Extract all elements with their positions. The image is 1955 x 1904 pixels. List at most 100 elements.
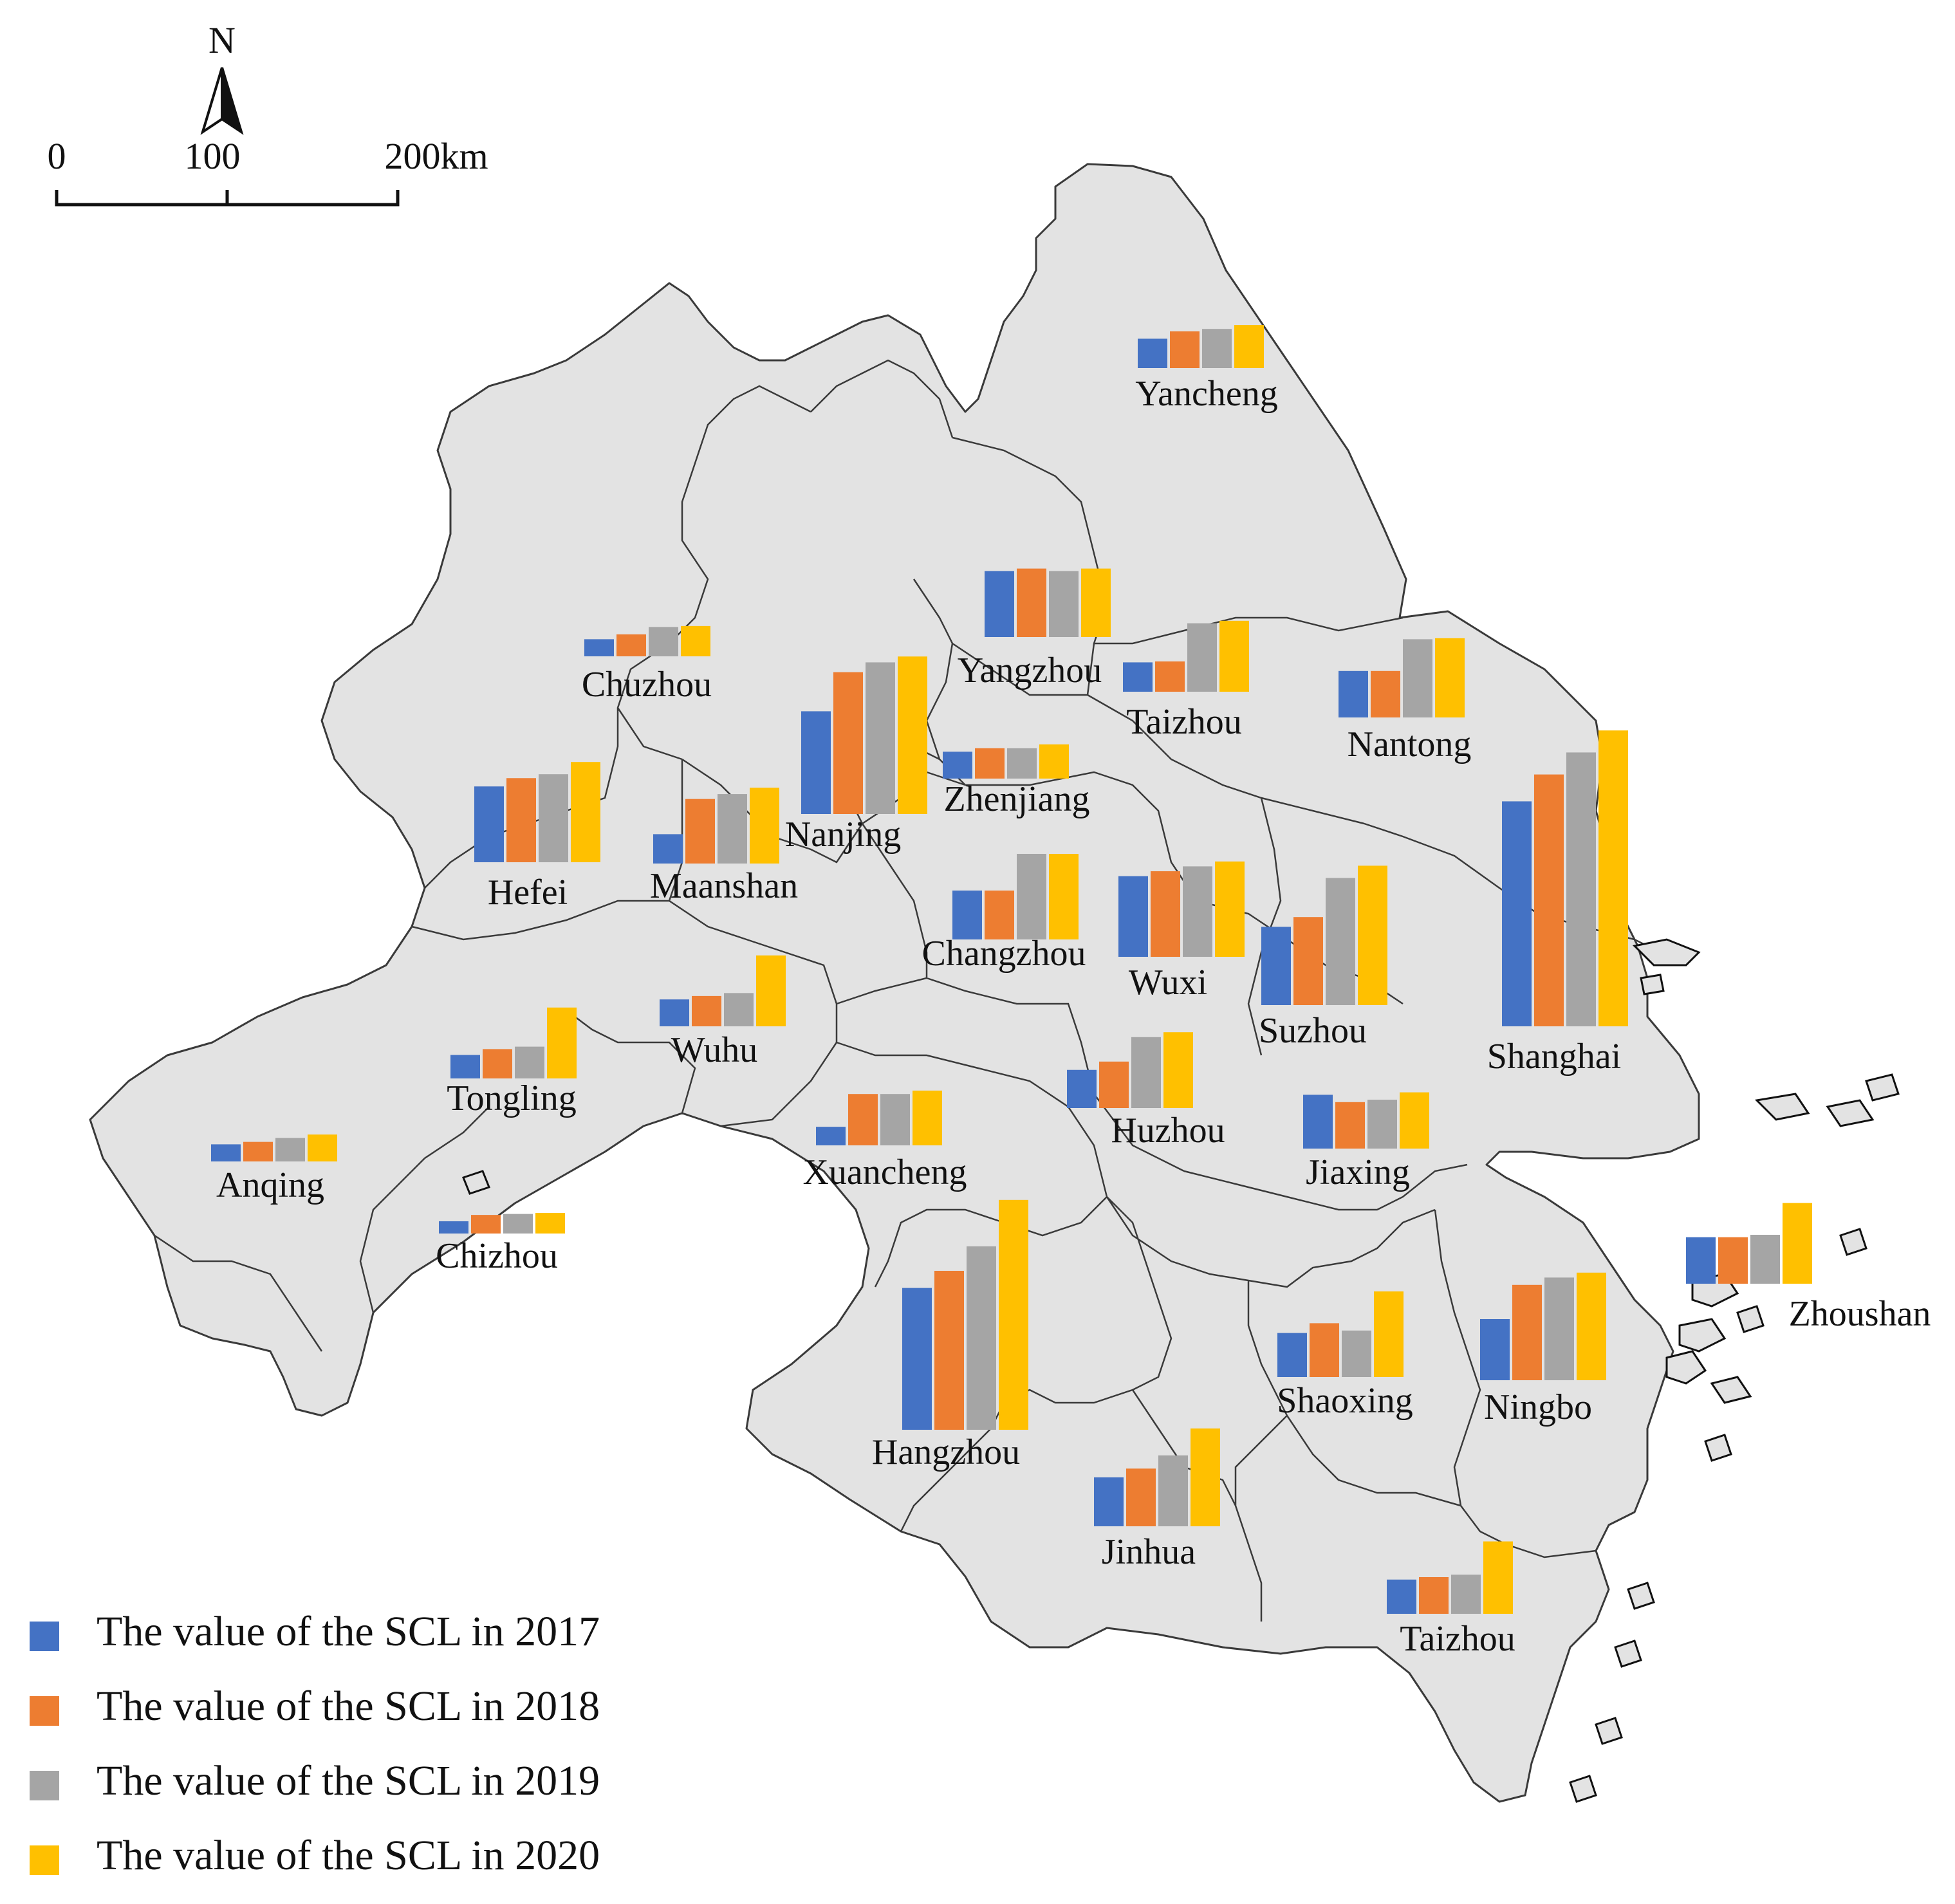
city-label-changzhou: Changzhou [922, 934, 1086, 974]
bar-huzhou-2019 [1131, 1037, 1161, 1108]
bar-zhoushan-2019 [1750, 1235, 1780, 1284]
bar-huzhou-2018 [1099, 1061, 1129, 1108]
legend-swatch-2017 [30, 1622, 59, 1651]
north-arrow: N [200, 19, 244, 135]
bar-taizhou-2018 [1155, 661, 1185, 692]
zhoushan-islands [1569, 1073, 1900, 1803]
bar-chuzhou-2020 [681, 625, 710, 656]
bar-tongling-2018 [483, 1049, 512, 1078]
bar-hefei-2020 [571, 762, 600, 862]
scale-bar: 0 100 200km [48, 135, 488, 207]
bar-maanshan-2020 [750, 788, 779, 864]
city-label-zhenjiang: Zhenjiang [943, 779, 1089, 819]
bar-shanghai-2018 [1534, 774, 1564, 1026]
city-label-xuancheng: Xuancheng [802, 1152, 967, 1192]
legend-label-2020: The value of the SCL in 2020 [97, 1832, 600, 1879]
city-chart-wuhu-14: Wuhu [660, 955, 786, 1070]
city-chart-maanshan-8: Maanshan [650, 788, 798, 906]
bar-anqing-2020 [308, 1134, 337, 1161]
city-chart-wuxi-10: Wuxi [1118, 861, 1245, 1003]
bar-chuzhou-2017 [584, 639, 614, 656]
city-label-yancheng: Yancheng [1135, 374, 1277, 414]
city-label-wuhu: Wuhu [671, 1030, 758, 1070]
city-chart-chizhou-16: Chizhou [436, 1213, 565, 1276]
bar-nantong-2019 [1403, 639, 1432, 717]
scale-tick-100: 100 [185, 135, 241, 177]
bar-hangzhou-2018 [934, 1271, 964, 1430]
city-label-nanjing: Nanjing [785, 815, 901, 855]
bar-shaoxing-2019 [1342, 1330, 1371, 1377]
bar-ningbo-2018 [1512, 1284, 1542, 1380]
city-chart-taizhou-2: Taizhou [1123, 620, 1249, 742]
bar-ningbo-2017 [1480, 1319, 1510, 1380]
city-label-zhoushan: Zhoushan [1789, 1294, 1931, 1334]
bar-chizhou-2020 [535, 1213, 565, 1234]
bar-ningbo-2019 [1544, 1277, 1574, 1380]
city-label-taizhou: Taizhou [1400, 1619, 1515, 1659]
bar-yancheng-2019 [1202, 329, 1232, 368]
bar-hefei-2017 [474, 786, 504, 862]
city-label-hefei: Hefei [488, 873, 568, 912]
bar-xuancheng-2019 [880, 1094, 910, 1145]
bar-changzhou-2019 [1017, 854, 1046, 939]
scale-tick-200: 200km [384, 135, 488, 177]
bar-wuhu-2017 [660, 999, 689, 1026]
city-chart-jiaxing-19: Jiaxing [1303, 1092, 1429, 1192]
city-chart-chuzhou-4: Chuzhou [582, 625, 712, 705]
bar-shaoxing-2020 [1374, 1291, 1404, 1377]
city-chart-taizhou-25: Taizhou [1387, 1541, 1515, 1659]
bar-jinhua-2020 [1191, 1428, 1220, 1526]
bar-taizhou-2020 [1483, 1541, 1513, 1614]
bar-changzhou-2017 [952, 891, 982, 939]
bar-jinhua-2019 [1158, 1455, 1188, 1526]
bar-yancheng-2020 [1234, 325, 1264, 368]
bar-jiaxing-2019 [1367, 1100, 1397, 1149]
bar-changzhou-2018 [985, 891, 1014, 939]
city-label-wuxi: Wuxi [1129, 963, 1207, 1003]
city-chart-nanjing-5: Nanjing [785, 656, 927, 855]
bar-huzhou-2020 [1163, 1032, 1193, 1108]
bar-anqing-2017 [211, 1144, 241, 1161]
city-chart-anqing-15: Anqing [211, 1134, 337, 1205]
bar-chizhou-2019 [503, 1214, 533, 1234]
bar-wuxi-2017 [1118, 876, 1148, 957]
bar-huzhou-2017 [1067, 1069, 1097, 1108]
scale-tick-0: 0 [48, 135, 66, 177]
bar-nanjing-2018 [833, 672, 863, 814]
bar-tongling-2017 [450, 1055, 480, 1078]
city-label-jiaxing: Jiaxing [1306, 1152, 1410, 1192]
bar-chuzhou-2019 [649, 627, 678, 656]
legend-label-2019: The value of the SCL in 2019 [97, 1757, 600, 1804]
city-bar-charts: Yancheng Yangzhou Taizhou Nantong Chuzhou Nan… [211, 325, 1931, 1659]
city-chart-changzhou-9: Changzhou [922, 854, 1086, 974]
city-label-nantong: Nantong [1348, 725, 1472, 764]
city-label-jinhua: Jinhua [1102, 1532, 1196, 1572]
city-chart-shanghai-12: Shanghai [1487, 730, 1628, 1077]
city-chart-ningbo-22: Ningbo [1480, 1272, 1606, 1427]
bar-zhoushan-2020 [1783, 1203, 1812, 1284]
bar-maanshan-2019 [718, 794, 747, 864]
bar-suzhou-2018 [1293, 917, 1323, 1005]
legend-swatch-2018 [30, 1696, 59, 1726]
bar-zhoushan-2017 [1686, 1237, 1716, 1284]
bar-xuancheng-2020 [913, 1090, 942, 1145]
bar-suzhou-2019 [1326, 878, 1355, 1005]
bar-taizhou-2020 [1219, 620, 1249, 692]
coastal-island [1632, 938, 1701, 966]
bar-hangzhou-2020 [999, 1199, 1028, 1430]
city-chart-zhenjiang-6: Zhenjiang [943, 744, 1090, 819]
bar-anqing-2018 [243, 1141, 273, 1161]
legend-label-2017: The value of the SCL in 2017 [97, 1608, 600, 1655]
city-chart-hefei-7: Hefei [474, 762, 600, 912]
bar-nantong-2018 [1371, 670, 1400, 717]
bar-nantong-2017 [1339, 670, 1368, 717]
bar-chuzhou-2018 [616, 634, 646, 656]
bar-zhenjiang-2020 [1039, 744, 1069, 779]
bar-yancheng-2018 [1170, 331, 1200, 368]
bar-yangzhou-2020 [1081, 568, 1111, 637]
city-label-chuzhou: Chuzhou [582, 665, 712, 705]
city-chart-xuancheng-17: Xuancheng [802, 1090, 967, 1192]
bar-shanghai-2017 [1502, 801, 1532, 1026]
city-chart-nantong-3: Nantong [1339, 638, 1471, 764]
bar-wuhu-2019 [724, 993, 754, 1026]
